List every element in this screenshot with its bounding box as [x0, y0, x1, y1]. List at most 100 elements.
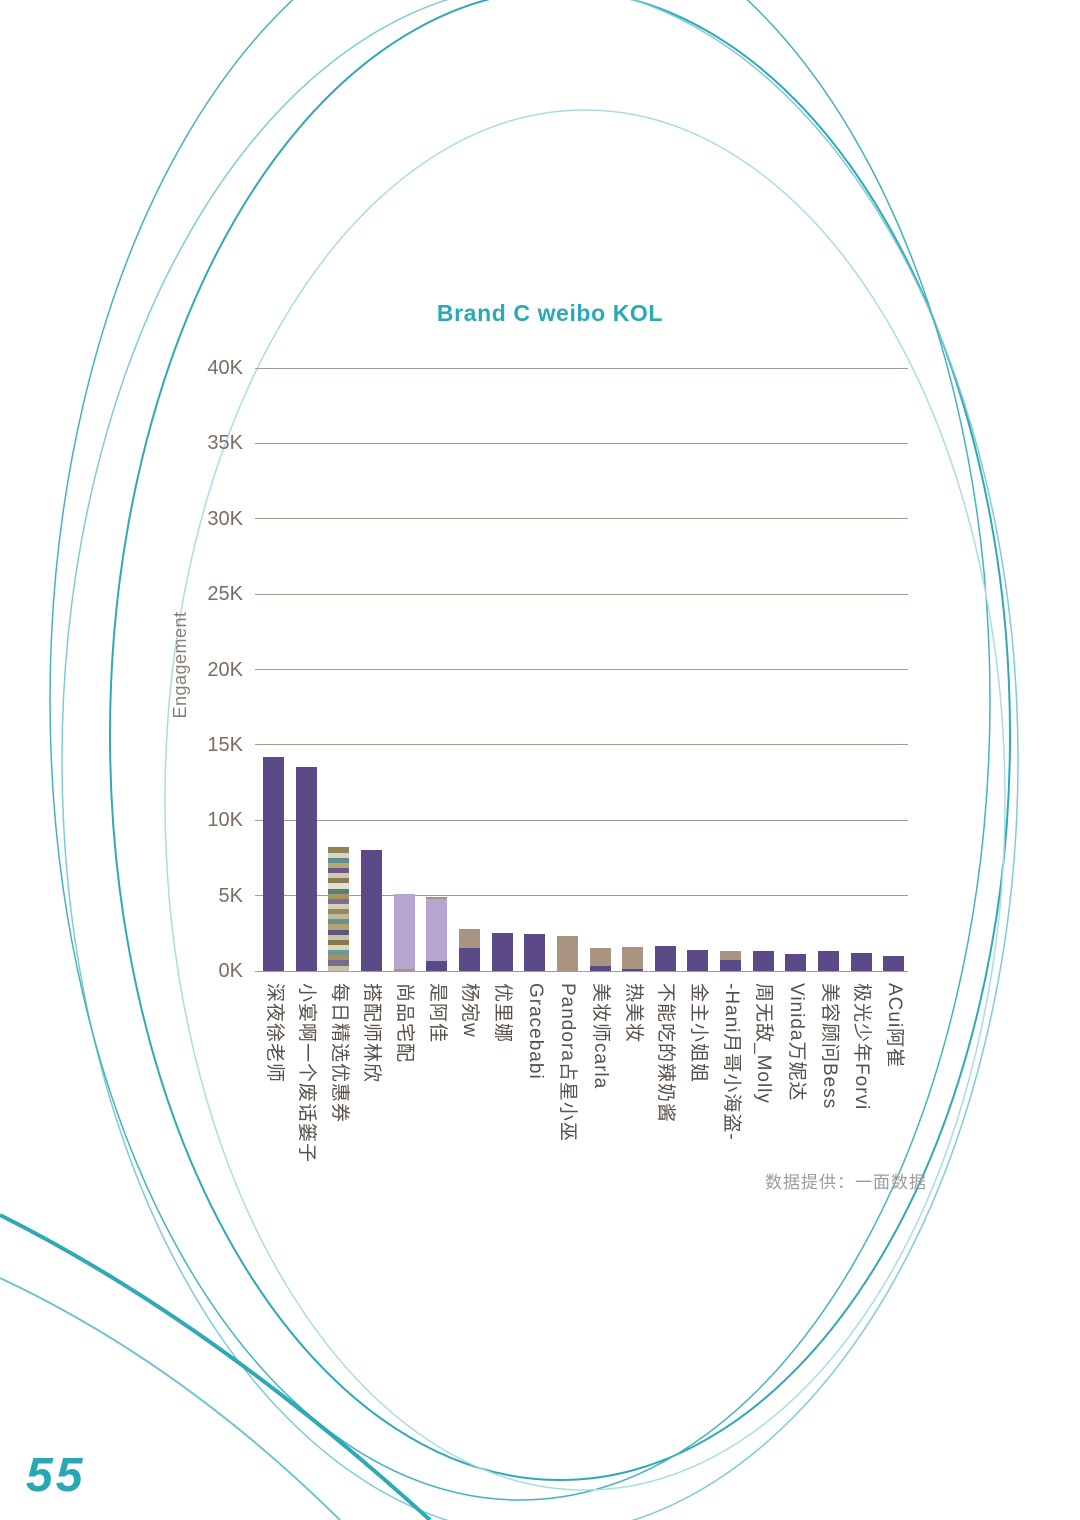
bar-segment	[524, 934, 546, 971]
y-tick-label: 30K	[207, 507, 243, 530]
bar-segment	[328, 873, 350, 879]
x-axis-label: 美容顾问Bess	[818, 983, 840, 1110]
bar-5	[393, 894, 415, 971]
bar-segment	[328, 862, 350, 868]
x-axis-label: Pandora占星小巫	[557, 983, 579, 1142]
x-axis-label: 优里娜	[492, 983, 514, 1044]
bar-11	[589, 948, 611, 971]
gridline-0K	[255, 970, 908, 972]
bar-segment	[328, 924, 350, 930]
bar-segment	[426, 961, 448, 971]
bar-segment	[426, 898, 448, 962]
bar-segment	[328, 939, 350, 946]
bar-16	[752, 951, 774, 971]
x-axis-label: ACui阿崔	[883, 983, 905, 1069]
bar-3	[328, 847, 350, 971]
x-axis-label: Gracebabi	[524, 983, 546, 1080]
bar-2	[295, 767, 317, 971]
bar-segment	[458, 948, 480, 971]
bar-segment	[752, 951, 774, 971]
bar-14	[687, 949, 709, 971]
bar-12	[622, 946, 644, 971]
gridline-20K	[255, 669, 908, 670]
y-tick-label: 5K	[218, 884, 243, 907]
x-axis-label: 不能吃的辣奶酱	[655, 983, 677, 1124]
bar-18	[818, 951, 840, 971]
x-axis-label: 热美妆	[622, 983, 644, 1044]
x-axis-label: 是阿佳	[426, 983, 448, 1044]
y-tick-label: 15K	[207, 733, 243, 756]
bar-segment	[556, 935, 578, 971]
bar-segment	[328, 965, 350, 971]
bar-segment	[328, 934, 350, 940]
bar-segment	[328, 903, 350, 910]
bar-7	[458, 928, 480, 971]
bar-segment	[426, 897, 448, 899]
bar-19	[850, 952, 872, 971]
bar-segment	[328, 857, 350, 863]
bar-segment	[850, 952, 872, 971]
bar-segment	[687, 949, 709, 971]
bar-segment	[328, 909, 350, 915]
bar-segment	[818, 951, 840, 971]
gridline-25K	[255, 593, 908, 595]
page-number: 55	[26, 1449, 86, 1502]
y-tick-label: 10K	[207, 809, 243, 832]
bar-20	[883, 955, 905, 971]
bar-segment	[720, 950, 742, 961]
bar-segment	[328, 945, 350, 951]
gridline-5K	[255, 895, 908, 897]
x-axis-label: 搭配师林欣	[361, 983, 383, 1084]
gridline-35K	[255, 442, 908, 444]
y-tick-label: 35K	[207, 432, 243, 455]
x-axis-label: 尚品宅配	[394, 983, 416, 1064]
bar-segment	[720, 960, 742, 971]
x-axis-label: 每日精选优惠券	[328, 983, 350, 1124]
x-axis-label: 深夜徐老师	[263, 983, 285, 1084]
bar-4	[360, 850, 382, 971]
bar-segment	[458, 928, 480, 949]
bar-segment	[328, 888, 350, 894]
bar-segment	[589, 948, 611, 966]
bar-15	[720, 950, 742, 971]
bar-segment	[622, 968, 644, 971]
bar-13	[654, 946, 676, 971]
bar-10	[556, 935, 578, 971]
x-axis-label: 美妆师carla	[590, 983, 611, 1090]
bar-segment	[491, 933, 513, 971]
bar-segment	[328, 950, 350, 956]
bar-segment	[328, 919, 350, 925]
y-tick-label: 0K	[218, 960, 243, 982]
y-tick-label: 20K	[207, 658, 243, 681]
x-axis-label: 杨宛w	[459, 983, 481, 1038]
y-tick-label: 25K	[207, 583, 243, 606]
gridline-30K	[255, 518, 908, 520]
bar-9	[524, 934, 546, 971]
bar-segment	[328, 883, 350, 889]
bar-segment	[589, 965, 611, 971]
data-source-credit: 数据提供：一面数据	[765, 1173, 927, 1192]
chart-title: Brand C weibo KOL	[436, 300, 664, 326]
x-axis-label: Vinida万妮达	[785, 983, 807, 1102]
bar-17	[785, 954, 807, 971]
bar-segment	[328, 893, 350, 899]
bar-segment	[328, 852, 350, 858]
x-axis-label: 小宴啊一个废话篓子	[296, 983, 318, 1164]
bar-segment	[883, 955, 905, 971]
gridline-10K	[255, 819, 908, 821]
bar-segment	[328, 960, 350, 966]
x-axis-label: 金主小姐姐	[687, 983, 709, 1084]
bar-segment	[328, 847, 350, 853]
gridline-15K	[255, 744, 908, 746]
bar-segment	[360, 850, 382, 971]
x-axis-label: 周无敌_Molly	[753, 983, 775, 1104]
bar-segment	[328, 878, 350, 884]
bar-segment	[622, 946, 644, 969]
bar-segment	[393, 968, 415, 971]
bar-segment	[328, 867, 350, 874]
x-axis-label: -Hani月哥小海盗-	[720, 983, 742, 1141]
bar-1	[263, 756, 284, 971]
bar-6	[426, 897, 448, 971]
bar-8	[491, 933, 513, 971]
